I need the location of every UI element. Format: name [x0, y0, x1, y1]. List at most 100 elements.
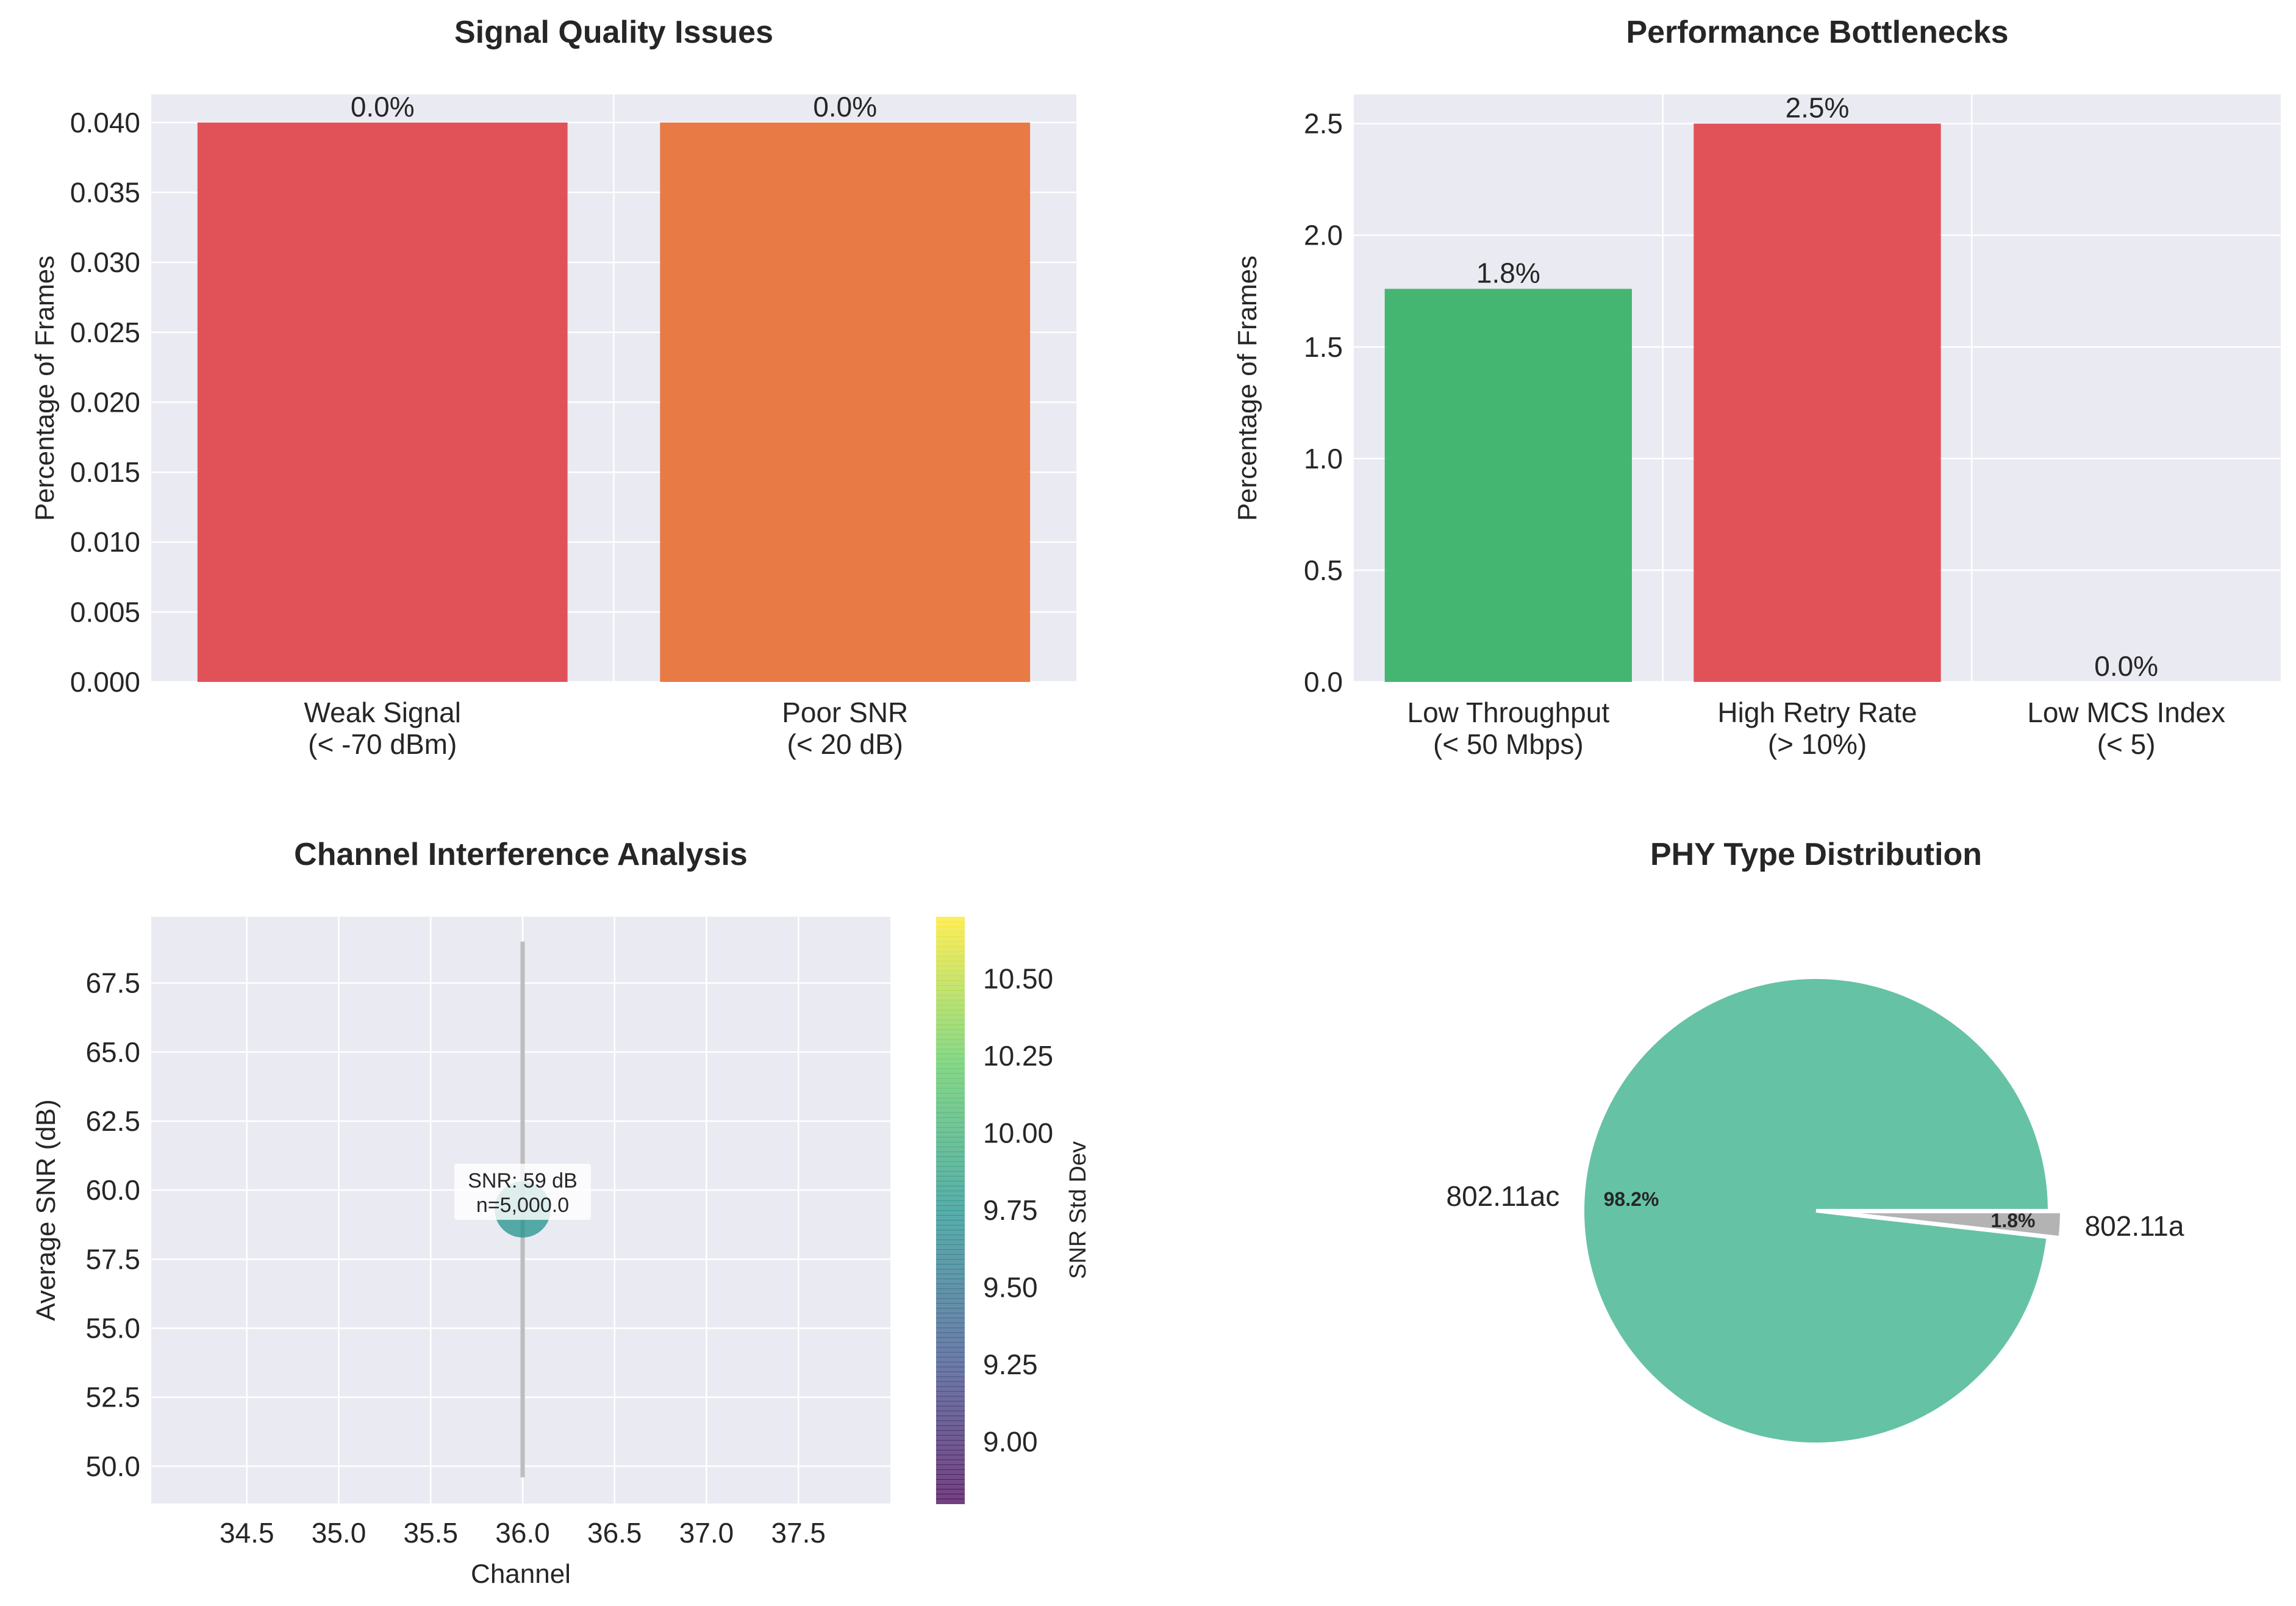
colorbar-segment [936, 1435, 965, 1441]
colorbar-segment [936, 1161, 965, 1167]
pie-label: 802.11ac [1446, 1180, 1559, 1212]
y-tick-label: 60.0 [85, 1174, 140, 1206]
colorbar-segment [936, 1112, 965, 1118]
colorbar-segment [936, 1342, 965, 1348]
performance-bottlenecks-chart: 0.0 0.5 1.0 1.5 2.0 2.5 1.8% Low Throughput (< 5… [1232, 15, 2281, 760]
colorbar-segment [936, 1063, 965, 1069]
colorbar-segment [936, 1102, 965, 1108]
colorbar-segment [936, 1391, 965, 1397]
phy-type-pie-chart: PHY Type Distribution 802.11ac 98.2% 802.11… [1446, 837, 2184, 1446]
bar [1384, 289, 1632, 682]
colorbar-segment [936, 1009, 965, 1016]
colorbar-segment [936, 1092, 965, 1099]
colorbar-segment [936, 1180, 965, 1186]
colorbar-segment [936, 922, 965, 928]
colorbar-tick-label: 9.50 [983, 1272, 1038, 1303]
y-tick-label: 2.5 [1304, 108, 1343, 140]
x-tick-label: Poor SNR (< 20 dB) [782, 697, 908, 760]
x-tick-label: High Retry Rate (> 10%) [1717, 697, 1917, 760]
colorbar-segment [936, 1498, 965, 1504]
colorbar-segment [936, 1000, 965, 1006]
channel-interference-chart: 50.0 52.5 55.0 57.5 60.0 62.5 65.0 67.5 34.5 35.0… [31, 837, 1091, 1589]
colorbar-segment [936, 1156, 965, 1162]
colorbar-segment [936, 1097, 965, 1103]
y-axis-label: Percentage of Frames [30, 256, 60, 521]
colorbar-segment [936, 1283, 965, 1289]
colorbar-segment [936, 1371, 965, 1377]
y-tick-label: 57.5 [85, 1243, 140, 1275]
colorbar-segment [936, 995, 965, 1001]
x-tick-label: 34.5 [220, 1517, 274, 1549]
colorbar-segment [936, 1420, 965, 1426]
colorbar-segment [936, 1239, 965, 1246]
annotation-box [454, 1163, 592, 1220]
bar-data-label: 1.8% [1476, 257, 1540, 289]
colorbar-segment [936, 1474, 965, 1480]
colorbar-segment [936, 1425, 965, 1431]
colorbar-tick-label: 10.00 [983, 1117, 1053, 1149]
colorbar-segment [936, 1235, 965, 1241]
chart-title: Channel Interference Analysis [294, 837, 748, 872]
colorbar-segment [936, 1303, 965, 1309]
y-tick-label: 1.5 [1304, 331, 1343, 363]
colorbar-segment [936, 1244, 965, 1250]
colorbar-segment [936, 936, 965, 942]
colorbar-segment [936, 1298, 965, 1304]
colorbar-segment [936, 975, 965, 981]
colorbar-segment [936, 1175, 965, 1181]
x-tick-label: 36.0 [495, 1517, 550, 1549]
pie-slice [1581, 975, 2052, 1446]
colorbar-segment [936, 1269, 965, 1275]
colorbar-segment [936, 1337, 965, 1343]
colorbar-segment [936, 1493, 965, 1499]
bar-data-label: 2.5% [1786, 92, 1850, 124]
colorbar-segment [936, 1366, 965, 1372]
colorbar-segment [936, 1264, 965, 1270]
colorbar-segment [936, 1014, 965, 1020]
pie-slice [1828, 1210, 2064, 1240]
y-axis-label: Percentage of Frames [1232, 256, 1262, 521]
colorbar-segment [936, 1122, 965, 1128]
colorbar-segment [936, 931, 965, 937]
colorbar-segment [936, 1430, 965, 1436]
chart-title: PHY Type Distribution [1650, 837, 1982, 872]
colorbar-segment [936, 1376, 965, 1382]
colorbar-segment [936, 1058, 965, 1064]
colorbar-segment [936, 1386, 965, 1392]
x-tick-label: Low MCS Index (< 5) [2027, 697, 2225, 760]
colorbar-segment [936, 1249, 965, 1255]
colorbar-segment [936, 1308, 965, 1314]
y-tick-label: 0.040 [70, 107, 140, 138]
bar [660, 122, 1031, 682]
colorbar-segment [936, 1044, 965, 1050]
y-tick-label: 0.010 [70, 526, 140, 558]
colorbar-segment [936, 927, 965, 933]
colorbar-segment [936, 946, 965, 952]
y-tick-label: 1.0 [1304, 443, 1343, 475]
colorbar-tick-label: 10.50 [983, 963, 1053, 994]
y-tick-label: 0.005 [70, 596, 140, 628]
colorbar-segment [936, 1107, 965, 1113]
colorbar-segment [936, 1073, 965, 1079]
colorbar-segment [936, 1205, 965, 1211]
y-tick-label: 0.5 [1304, 554, 1343, 586]
colorbar-segment [936, 1034, 965, 1040]
colorbar-segment [936, 1151, 965, 1157]
x-tick-label: 35.5 [404, 1517, 459, 1549]
bar-data-label: 0.0% [813, 91, 877, 123]
colorbar-segment [936, 1313, 965, 1319]
colorbar-segment [936, 966, 965, 972]
colorbar-segment [936, 1483, 965, 1489]
y-axis-label: Average SNR (dB) [31, 1099, 61, 1321]
y-tick-label: 0.020 [70, 386, 140, 418]
colorbar-segment [936, 1439, 965, 1446]
colorbar-segment [936, 970, 965, 977]
colorbar-segment [936, 1083, 965, 1089]
colorbar-segment [936, 1146, 965, 1152]
colorbar-segment [936, 1088, 965, 1094]
colorbar-segment [936, 1327, 965, 1333]
colorbar-segment [936, 1024, 965, 1030]
colorbar-tick-label: 9.25 [983, 1349, 1038, 1380]
y-tick-label: 52.5 [85, 1382, 140, 1413]
